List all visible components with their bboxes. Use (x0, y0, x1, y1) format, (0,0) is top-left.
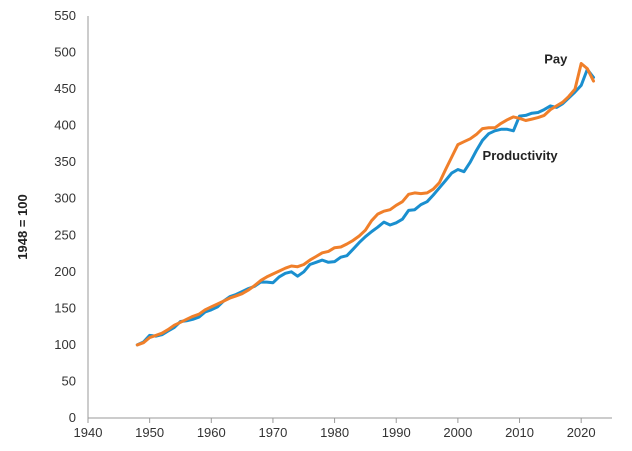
series-line-productivity (135, 67, 595, 347)
annotation-pay: Pay (544, 52, 568, 67)
y-tick-label: 50 (62, 373, 76, 388)
x-tick-label: 1980 (320, 425, 349, 440)
x-tick-label: 1970 (258, 425, 287, 440)
y-tick-label: 0 (69, 410, 76, 425)
y-tick-label: 350 (54, 154, 76, 169)
x-tick-label: 1940 (74, 425, 103, 440)
axes (87, 16, 612, 419)
y-axis-title: 1948 = 100 (15, 194, 30, 259)
y-tick-label: 450 (54, 81, 76, 96)
x-tick-label: 2020 (567, 425, 596, 440)
series-line-pay (135, 62, 595, 347)
x-tick-label: 1990 (382, 425, 411, 440)
series-annotations: Pay Productivity (483, 52, 569, 163)
x-tick-label: 1950 (135, 425, 164, 440)
x-tick-labels: 1940 1950 1960 1970 1980 1990 2000 2010 2020 (74, 418, 596, 440)
x-tick-label: 2000 (443, 425, 472, 440)
y-tick-label: 150 (54, 300, 76, 315)
y-tick-labels: 0 50 100 150 200 250 300 350 400 450 500 550 (54, 8, 76, 425)
series-lines (135, 62, 595, 347)
y-tick-label: 250 (54, 227, 76, 242)
y-tick-label: 400 (54, 118, 76, 133)
y-tick-label: 100 (54, 337, 76, 352)
y-tick-label: 550 (54, 8, 76, 23)
y-tick-label: 500 (54, 45, 76, 60)
y-tick-label: 200 (54, 264, 76, 279)
x-tick-label: 1960 (197, 425, 226, 440)
y-tick-label: 300 (54, 191, 76, 206)
x-tick-label: 2010 (505, 425, 534, 440)
annotation-productivity: Productivity (483, 148, 559, 163)
